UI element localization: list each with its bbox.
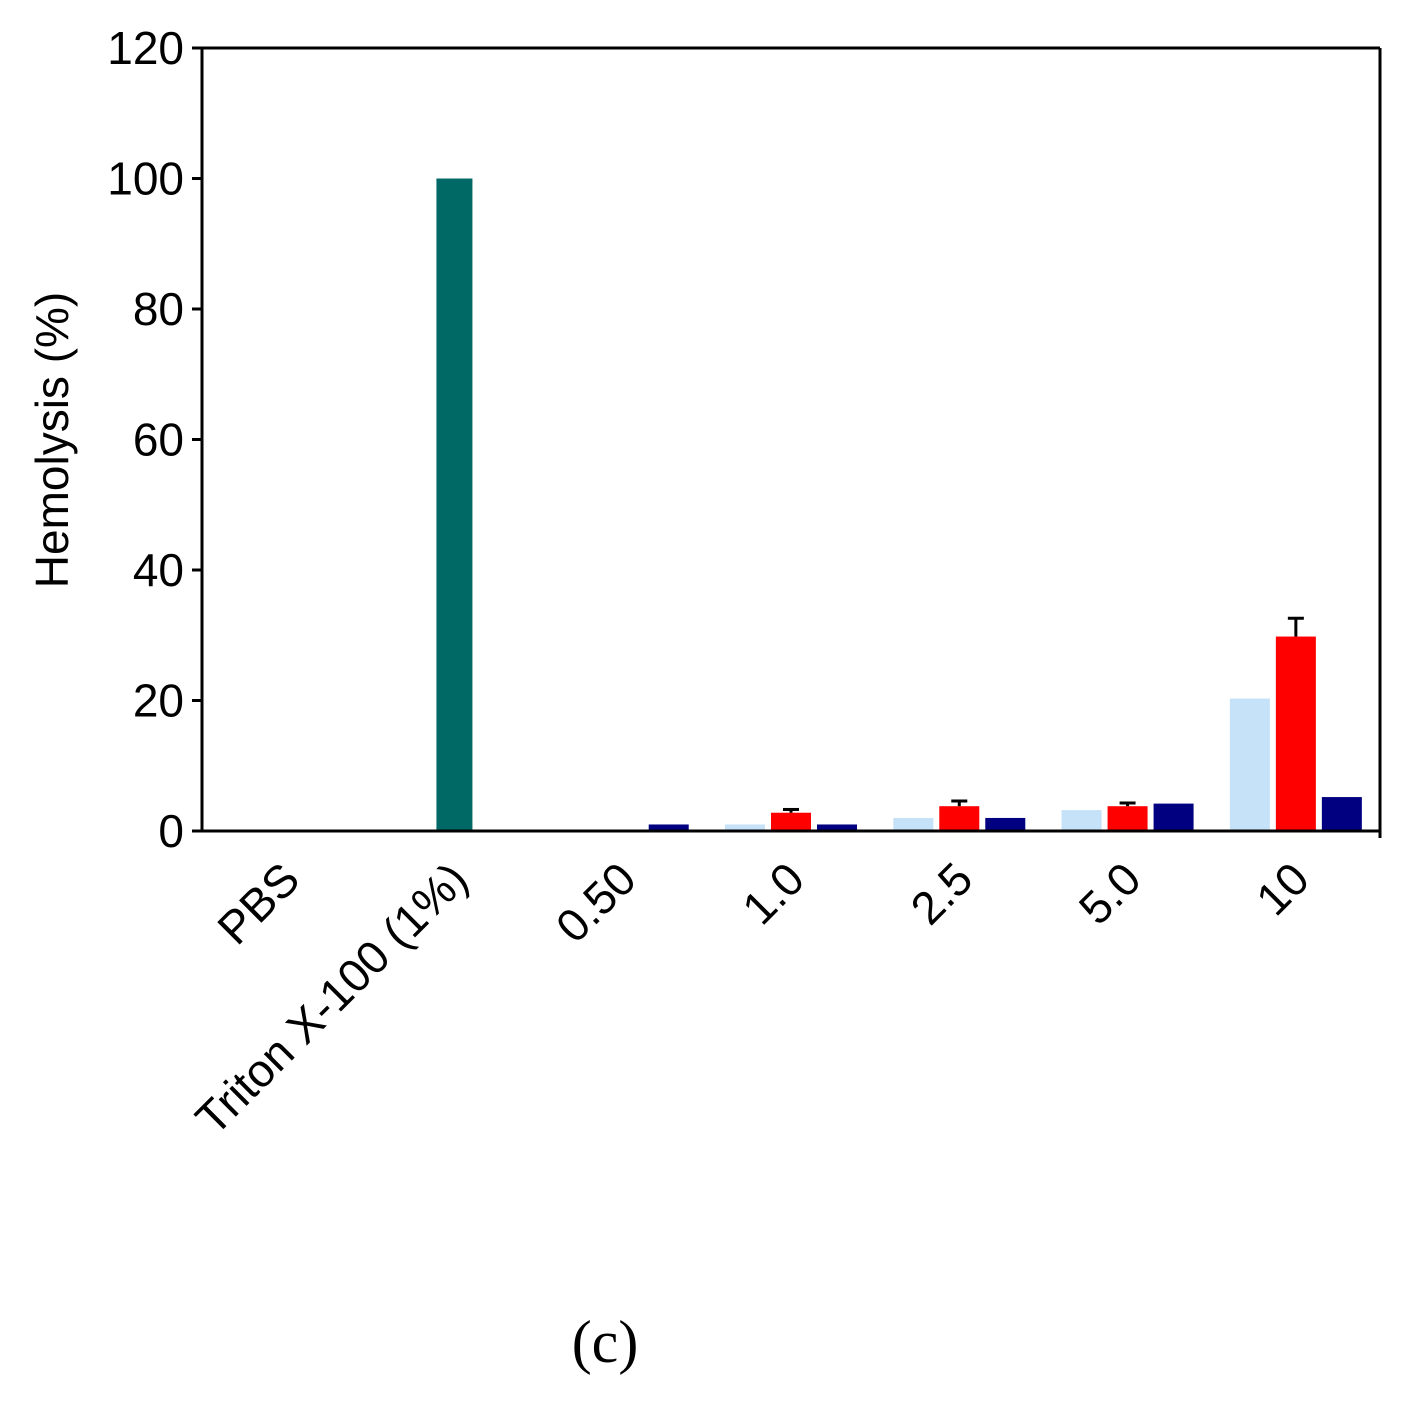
bar-series-2-cat-5 [1153,803,1194,831]
bar-series-1-cat-6 [1275,636,1316,831]
bar-series-0-cat-5 [1061,810,1102,831]
x-tick-label-0: PBS [207,852,309,954]
bar-series-2-cat-2 [648,824,689,831]
bar-series-0-cat-4 [893,817,934,831]
y-tick-label-40: 40 [133,544,184,596]
y-ticks-layer: 0 20 40 60 80 100 120 [107,22,202,857]
x-tick-label-5: 5.0 [1069,852,1151,934]
y-tick-label-120: 120 [107,22,184,74]
bars-layer [436,178,1362,831]
x-tick-label-3: 1.0 [732,852,814,934]
x-tick-label-2: 0.50 [546,852,646,952]
y-axis-title: Hemolysis (%) [26,292,78,588]
bar-series-1-cat-3 [771,812,811,831]
control-bar-1 [436,178,473,831]
bar-series-0-cat-6 [1229,698,1270,831]
y-tick-label-20: 20 [133,675,184,727]
bar-series-1-cat-4 [939,806,980,831]
y-tick-label-80: 80 [133,283,184,335]
x-tick-label-4: 2.5 [900,852,982,934]
bar-series-0-cat-3 [725,824,765,831]
error-bars-layer [783,616,1304,813]
bar-series-1-cat-5 [1107,806,1148,831]
y-tick-label-100: 100 [107,153,184,205]
y-tick-label-0: 0 [158,805,184,857]
y-tick-label-60: 60 [133,414,184,466]
bar-series-2-cat-4 [985,817,1026,831]
panel-label: (c) [572,1309,639,1375]
x-tick-label-6: 10 [1246,852,1319,925]
bar-series-2-cat-6 [1321,797,1362,831]
bar-series-2-cat-3 [817,824,857,831]
